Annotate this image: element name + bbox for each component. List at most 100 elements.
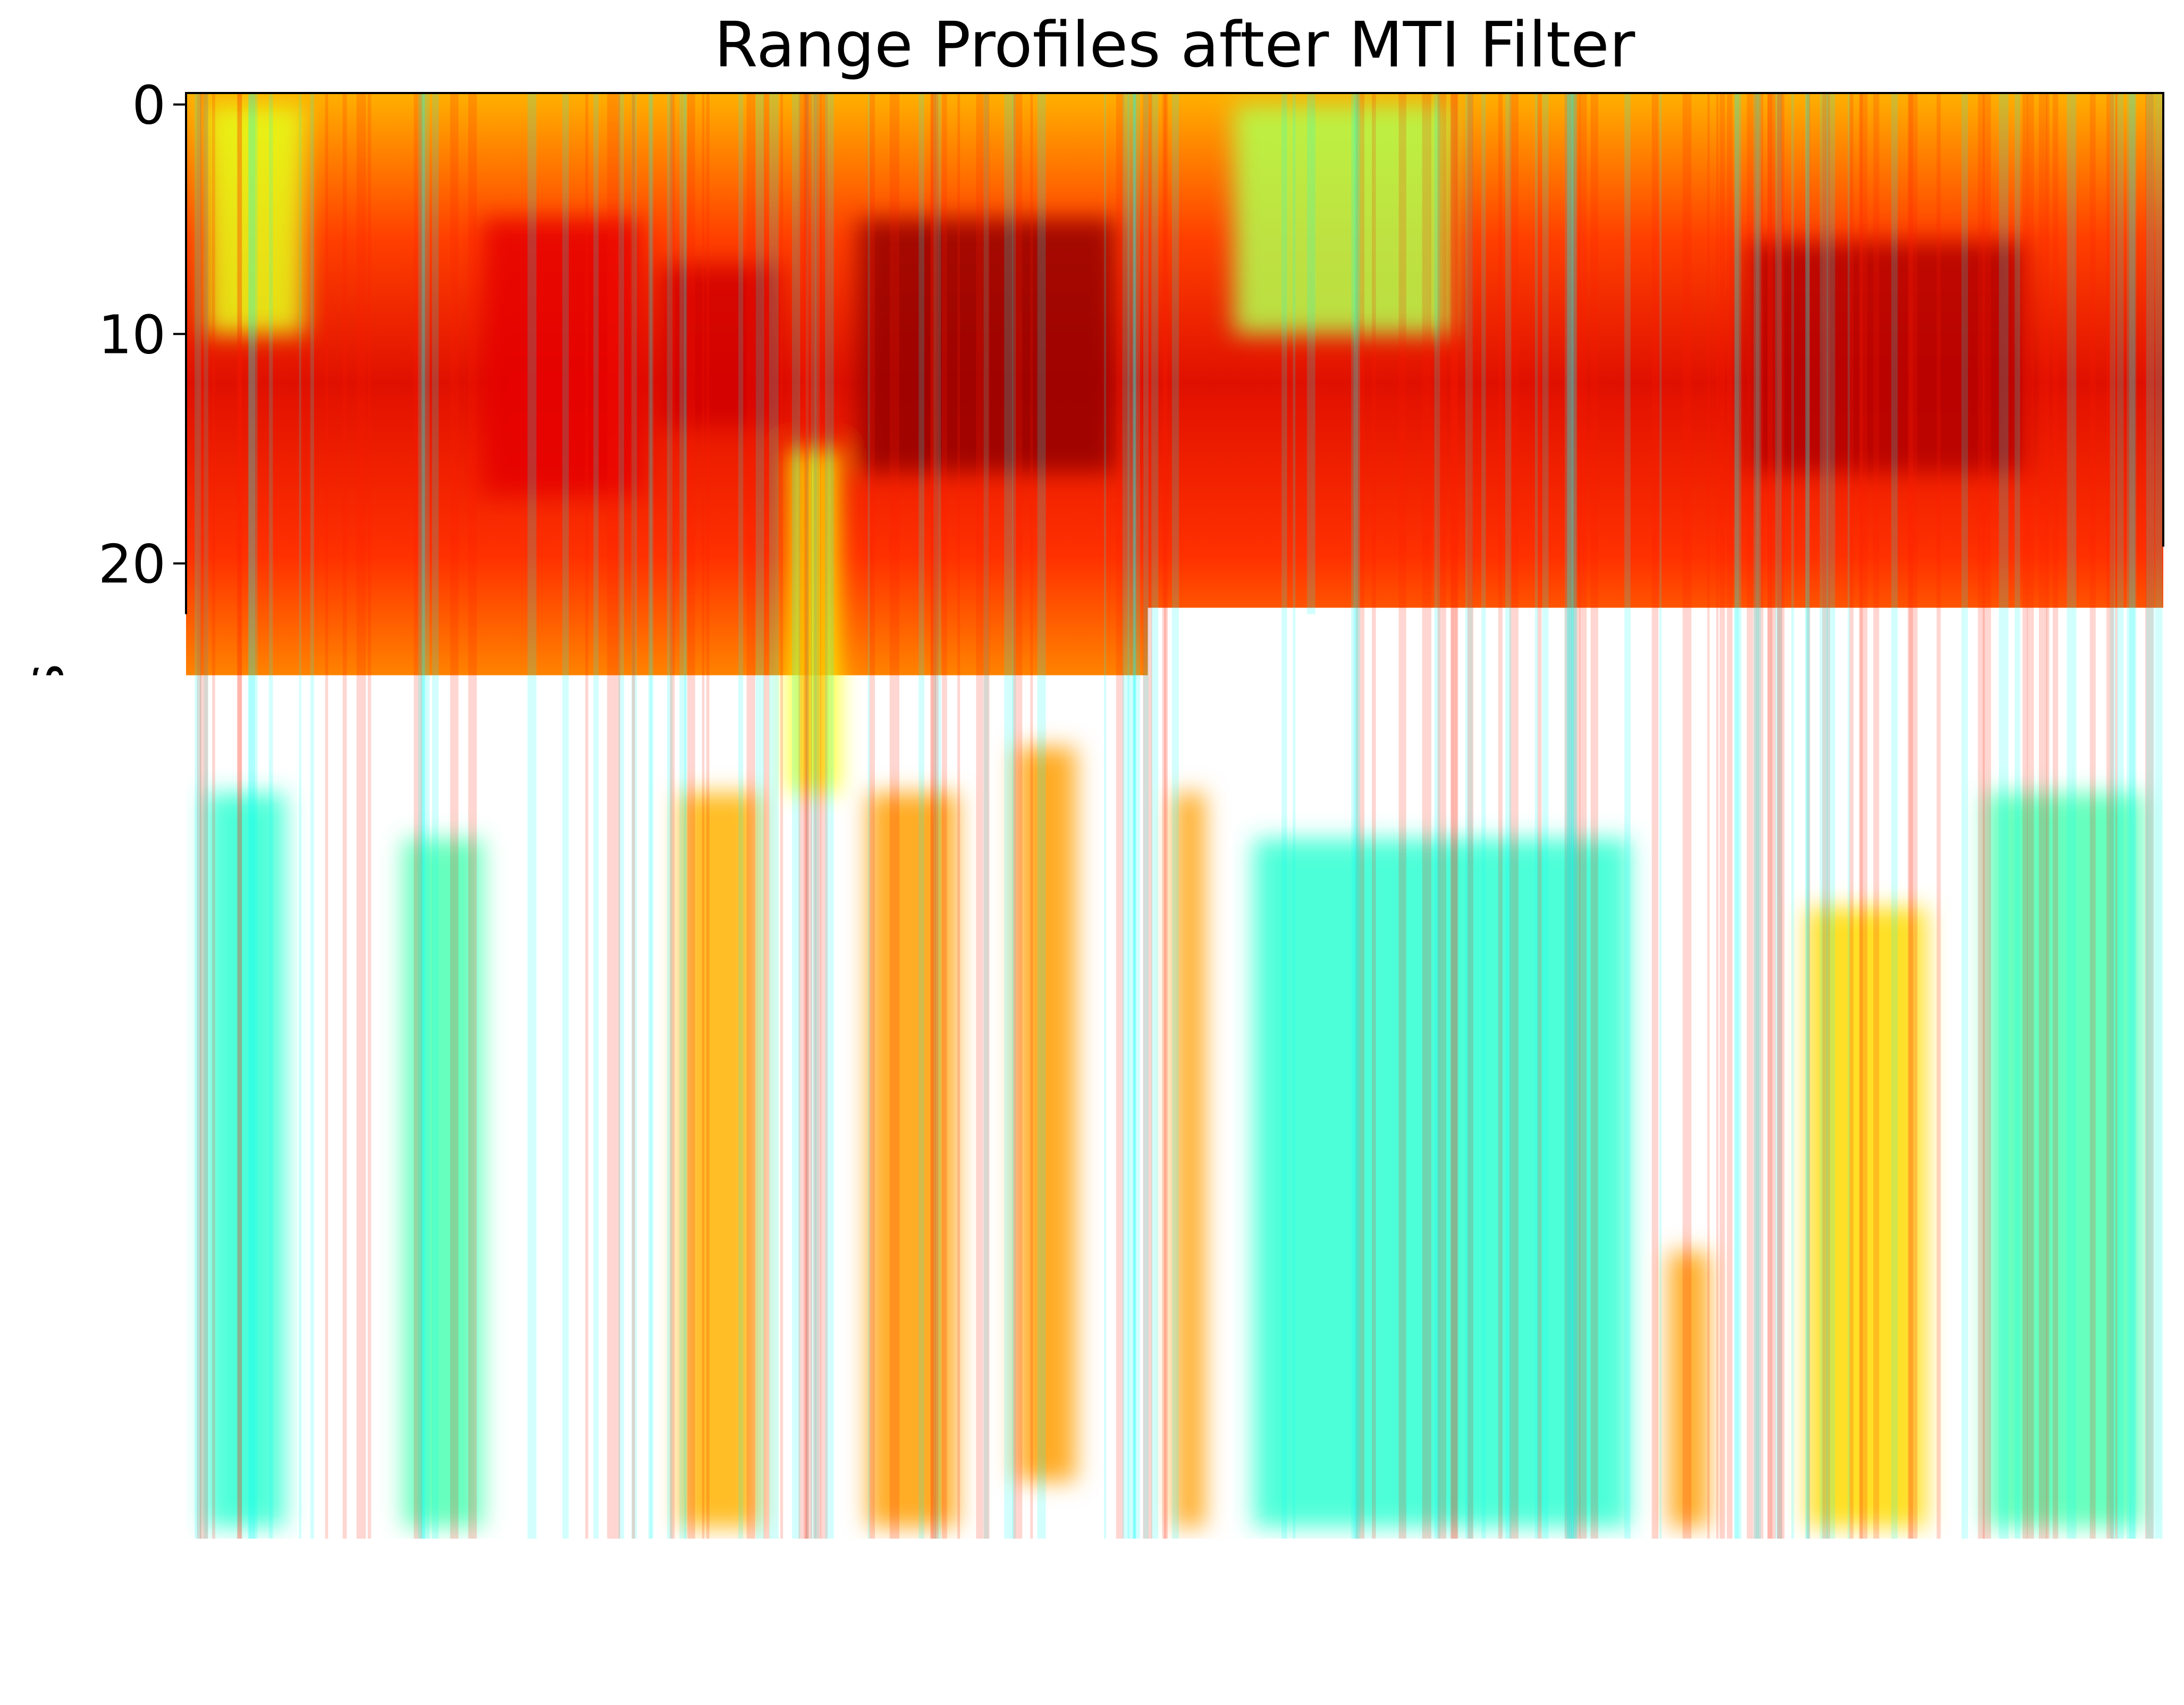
- heatmap-stripe: [1542, 93, 1549, 1539]
- heatmap-stripe: [976, 93, 983, 1539]
- heatmap-stripe: [1727, 93, 1732, 1539]
- heatmap-stripe: [1451, 93, 1457, 1539]
- heatmap-stripe: [825, 93, 833, 1539]
- heatmap-stripe: [1014, 93, 1023, 1539]
- heatmap-stripe: [562, 93, 569, 1539]
- heatmap-stripe: [2146, 93, 2155, 1539]
- heatmap-blob: [1175, 793, 1204, 1527]
- heatmap-stripe: [1351, 93, 1354, 1539]
- heatmap-stripe: [432, 93, 439, 1539]
- heatmap-stripe: [325, 93, 328, 1539]
- heatmap-stripe: [1849, 93, 1853, 1539]
- heatmap-stripe: [1151, 93, 1158, 1539]
- x-axis-label: No. of Sweeps: [986, 1624, 1363, 1686]
- heatmap-stripe: [310, 93, 314, 1539]
- heatmap-stripe: [1734, 93, 1739, 1539]
- heatmap-stripe: [2053, 93, 2058, 1539]
- heatmap-stripe: [890, 93, 899, 1539]
- y-tick-label: 60: [98, 1451, 166, 1513]
- heatmap-stripe: [2027, 93, 2034, 1539]
- heatmap-stripe: [957, 93, 960, 1539]
- heatmap-stripe: [780, 93, 783, 1539]
- heatmap-stripe: [1859, 93, 1863, 1539]
- heatmap-stripe: [984, 93, 989, 1539]
- y-tick-label: 0: [132, 74, 166, 137]
- heatmap-stripe: [1567, 93, 1576, 1539]
- heatmap-stripe: [679, 93, 686, 1539]
- heatmap-stripe: [1535, 93, 1538, 1539]
- y-tick-label: 50: [98, 1221, 166, 1284]
- heatmap-stripe: [1481, 93, 1486, 1539]
- y-axis-label: Range cells: [13, 664, 75, 968]
- heatmap-stripe: [1873, 93, 1879, 1539]
- heatmap-stripe: [918, 93, 924, 1539]
- x-tick-label: 6000: [1305, 1556, 1440, 1618]
- heatmap-stripe: [269, 93, 273, 1539]
- heatmap-stripe: [1719, 93, 1725, 1539]
- heatmap-stripe: [792, 93, 800, 1539]
- heatmap-stripe: [1827, 93, 1835, 1539]
- heatmap-stripe: [769, 93, 779, 1539]
- heatmap-stripe: [1505, 93, 1511, 1539]
- heatmap-stripe: [1281, 93, 1287, 1539]
- heatmap-stripe: [1791, 93, 1794, 1539]
- heatmap-stripe: [1498, 93, 1503, 1539]
- heatmap-blob: [1016, 747, 1076, 1481]
- heatmap-stripe: [1716, 93, 1718, 1539]
- heatmap-stripe: [2046, 93, 2050, 1539]
- heatmap-stripe: [764, 93, 770, 1539]
- heatmap-stripe: [594, 93, 599, 1539]
- heatmap-stripe: [756, 93, 764, 1539]
- heatmap-stripe: [1164, 93, 1167, 1539]
- heatmap-stripe: [422, 93, 425, 1539]
- chart-title: Range Profiles after MTI Filter: [714, 8, 1635, 81]
- heatmap-blob: [1234, 105, 1452, 334]
- heatmap-stripe: [1775, 93, 1782, 1539]
- heatmap-stripe: [1354, 93, 1360, 1539]
- heatmap-stripe: [368, 93, 371, 1539]
- heatmap-stripe: [2106, 93, 2114, 1539]
- heatmap-stripe: [1683, 93, 1692, 1539]
- heatmap-stripe: [1307, 93, 1316, 1539]
- heatmap-stripe: [805, 93, 812, 1539]
- heatmap-stripe: [212, 93, 215, 1539]
- heatmap-stripe: [1624, 93, 1631, 1539]
- x-tick-label: 4000: [909, 1556, 1045, 1618]
- heatmap-stripe: [2090, 93, 2096, 1539]
- heatmap-stripe: [238, 93, 242, 1539]
- y-tick-label: 30: [98, 763, 166, 825]
- heatmap-stripe: [1753, 93, 1761, 1539]
- heatmap-stripe: [650, 93, 654, 1539]
- heatmap-stripe: [1747, 93, 1753, 1539]
- heatmap-blob: [206, 793, 285, 1527]
- heatmap-stripe: [942, 93, 947, 1539]
- heatmap-stripe: [1652, 93, 1658, 1539]
- heatmap-stripe: [1127, 93, 1135, 1539]
- heatmap-stripe: [1707, 93, 1709, 1539]
- heatmap-stripe: [687, 93, 695, 1539]
- y-axis: 0 10 20 30 40 50 60: [98, 74, 186, 1513]
- heatmap-stripe: [1767, 93, 1776, 1539]
- heatmap-stripe: [1172, 93, 1179, 1539]
- heatmap-stripe: [343, 93, 347, 1539]
- heatmap-area: [186, 93, 2163, 1539]
- x-tick-label: 2000: [514, 1556, 650, 1618]
- heatmap-stripe: [747, 93, 755, 1539]
- heatmap-stripe: [1422, 93, 1431, 1539]
- heatmap-stripe: [1104, 93, 1106, 1539]
- heatmap-stripe: [1999, 93, 2009, 1539]
- heatmap-stripe: [614, 93, 620, 1539]
- heatmap-stripe: [632, 93, 635, 1539]
- heatmap-stripe: [1579, 93, 1587, 1539]
- heatmap-stripe: [1806, 93, 1810, 1539]
- heatmap-stripe: [2127, 93, 2135, 1539]
- heatmap-stripe: [248, 93, 258, 1539]
- x-axis: 0 2000 4000 6000 8000: [169, 1539, 1835, 1618]
- heatmap-stripe: [1937, 93, 1941, 1539]
- heatmap-stripe: [1908, 93, 1913, 1539]
- heatmap-stripe: [1293, 93, 1295, 1539]
- heatmap-stripe: [1659, 93, 1662, 1539]
- heatmap-stripe: [1961, 93, 1965, 1539]
- heatmap-stripe: [607, 93, 614, 1539]
